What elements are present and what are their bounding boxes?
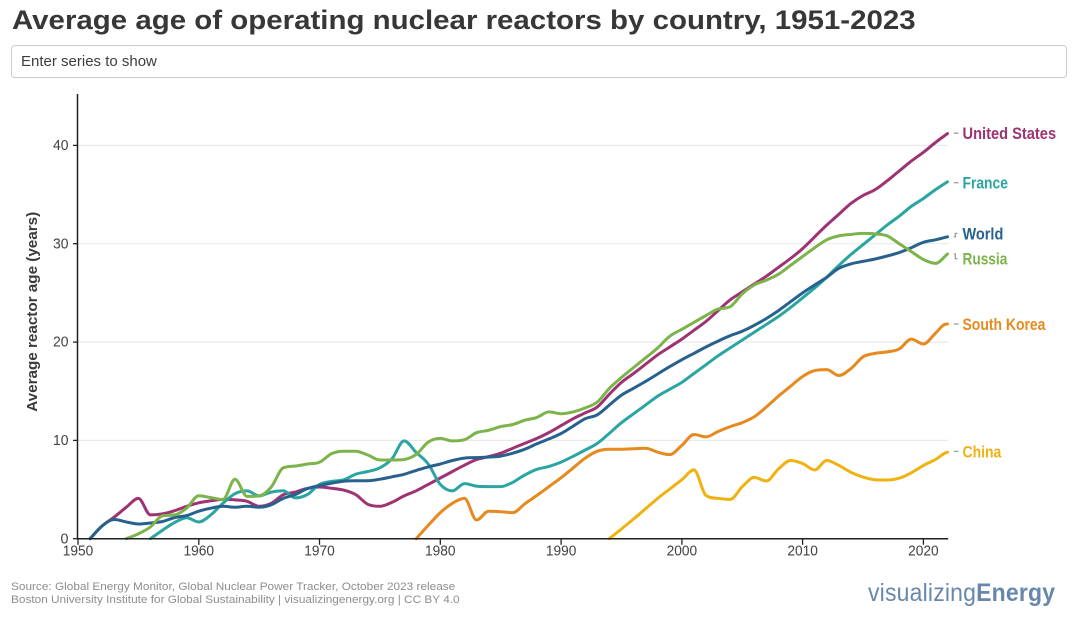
svg-text:1970: 1970 [304, 544, 335, 560]
svg-text:Average reactor age (years): Average reactor age (years) [24, 212, 41, 412]
svg-text:10: 10 [53, 433, 69, 449]
svg-text:Russia: Russia [963, 251, 1009, 269]
svg-text:2020: 2020 [908, 544, 939, 560]
svg-text:2000: 2000 [667, 544, 698, 560]
svg-text:30: 30 [53, 236, 69, 252]
svg-text:World: World [963, 225, 1004, 243]
svg-text:South Korea: South Korea [963, 316, 1047, 334]
svg-text:2010: 2010 [787, 544, 818, 560]
svg-text:1980: 1980 [425, 544, 456, 560]
svg-text:20: 20 [53, 335, 69, 351]
svg-text:United States: United States [963, 125, 1057, 143]
svg-text:1990: 1990 [546, 544, 577, 560]
svg-text:40: 40 [53, 138, 69, 154]
svg-text:1960: 1960 [184, 544, 215, 560]
svg-text:France: France [963, 175, 1008, 193]
svg-text:1950: 1950 [63, 544, 94, 560]
svg-text:0: 0 [61, 531, 69, 547]
svg-text:China: China [963, 443, 1003, 461]
